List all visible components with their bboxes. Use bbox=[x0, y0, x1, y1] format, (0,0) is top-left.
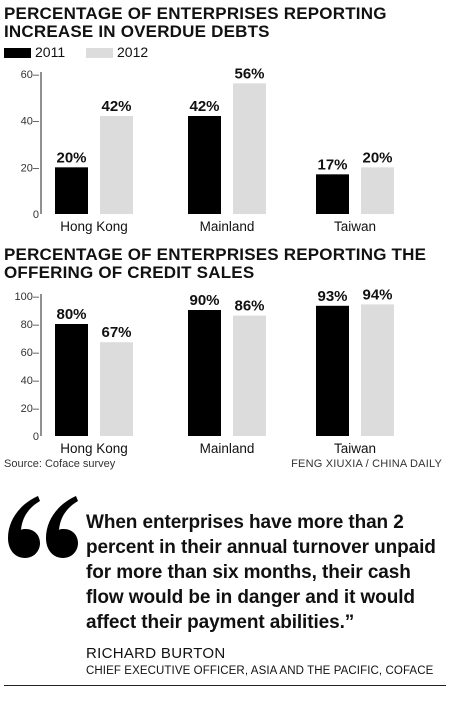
y-tick-label: 20– bbox=[21, 403, 40, 415]
source-note: Source: Coface survey bbox=[4, 458, 116, 470]
data-label-mainland-2012: 86% bbox=[234, 298, 264, 315]
bar-hong-kong-2011 bbox=[55, 324, 88, 436]
y-tick-label: 40– bbox=[21, 375, 40, 387]
data-label-taiwan-2012: 94% bbox=[362, 286, 392, 303]
category-label-hong-kong: Hong Kong bbox=[60, 441, 128, 456]
y-tick-label: 60– bbox=[21, 347, 40, 359]
bar-mainland-2012 bbox=[233, 83, 266, 214]
data-label-taiwan-2012: 20% bbox=[362, 149, 392, 166]
quote-text: When enterprises have more than 2 percen… bbox=[86, 512, 436, 633]
data-label-taiwan-2011: 17% bbox=[317, 156, 347, 173]
legend-label-2011: 2011 bbox=[35, 44, 66, 60]
data-label-hong-kong-2011: 20% bbox=[56, 149, 86, 166]
data-label-mainland-2012: 56% bbox=[234, 65, 264, 82]
y-tick-label: 40– bbox=[21, 116, 40, 128]
category-label-taiwan: Taiwan bbox=[334, 441, 376, 456]
chart-credit-sales: 0 20– 40– 60– 80– 100– 80% 67% Hong Kong 90% 86% Ma… bbox=[15, 286, 394, 456]
bar-hong-kong-2011 bbox=[55, 167, 88, 214]
data-label-hong-kong-2012: 42% bbox=[101, 98, 131, 115]
bottom-rule bbox=[4, 685, 446, 686]
y-tick-label: 80– bbox=[21, 319, 40, 331]
chart-title-overdue-debts: PERCENTAGE OF ENTERPRISES REPORTING INCR… bbox=[4, 4, 387, 41]
legend-label-2012: 2012 bbox=[117, 44, 149, 60]
category-label-hong-kong: Hong Kong bbox=[60, 219, 128, 234]
y-tick-label: 20– bbox=[21, 162, 40, 174]
opening-quote-icon bbox=[8, 496, 78, 558]
data-label-mainland-2011: 42% bbox=[189, 98, 219, 115]
bar-mainland-2012 bbox=[233, 315, 266, 436]
category-label-mainland: Mainland bbox=[200, 219, 255, 234]
data-label-taiwan-2011: 93% bbox=[317, 288, 347, 305]
bar-mainland-2011 bbox=[188, 116, 221, 214]
chart-overdue-debts: 0 20– 40– 60– 20% 42% Hong Kong 42% 56% Mainland 1… bbox=[21, 65, 394, 234]
data-label-mainland-2011: 90% bbox=[189, 292, 219, 309]
y-tick-label: 60– bbox=[21, 69, 40, 81]
category-label-mainland: Mainland bbox=[200, 441, 255, 456]
bar-hong-kong-2012 bbox=[100, 342, 133, 436]
category-label-taiwan: Taiwan bbox=[334, 219, 376, 234]
legend-item-2011: 2011 bbox=[4, 44, 65, 60]
graphic-credit: FENG XIUXIA / CHINA DAILY bbox=[291, 458, 442, 470]
legend-swatch-2012 bbox=[86, 48, 113, 59]
y-tick-label: 0 bbox=[33, 431, 39, 443]
data-label-hong-kong-2011: 80% bbox=[56, 306, 86, 323]
y-tick-label: 100– bbox=[15, 291, 40, 303]
bar-hong-kong-2012 bbox=[100, 116, 133, 214]
bar-taiwan-2011 bbox=[316, 174, 349, 214]
bar-mainland-2011 bbox=[188, 310, 221, 436]
y-tick-label: 0 bbox=[33, 209, 39, 221]
bar-taiwan-2012 bbox=[361, 167, 394, 214]
legend-swatch-2011 bbox=[4, 48, 31, 59]
quote-author-name: RICHARD BURTON bbox=[86, 645, 226, 662]
legend-item-2012: 2012 bbox=[86, 44, 148, 60]
bar-taiwan-2011 bbox=[316, 305, 349, 436]
data-label-hong-kong-2012: 67% bbox=[101, 324, 131, 341]
bar-taiwan-2012 bbox=[361, 304, 394, 436]
chart-title-credit-sales: PERCENTAGE OF ENTERPRISES REPORTING THE … bbox=[4, 245, 427, 282]
quote-author-role: CHIEF EXECUTIVE OFFICER, ASIA AND THE PA… bbox=[86, 665, 434, 677]
